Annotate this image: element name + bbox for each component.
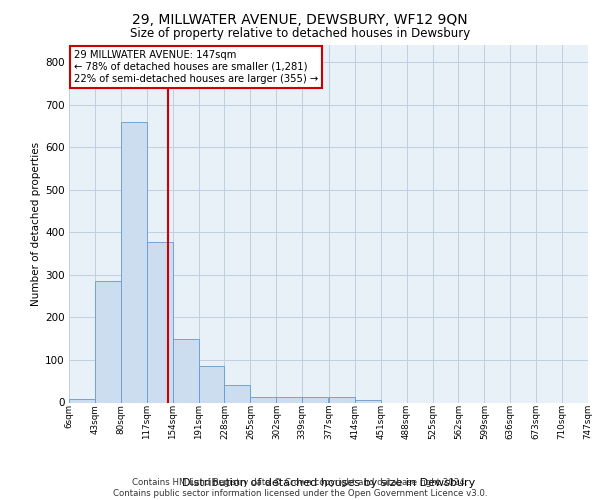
Bar (224, 384, 250, 402)
Bar (69, 399, 95, 402)
Bar (250, 396, 277, 402)
Bar (277, 397, 302, 402)
Text: Contains HM Land Registry data © Crown copyright and database right 2024.
Contai: Contains HM Land Registry data © Crown c… (113, 478, 487, 498)
Bar (302, 398, 328, 402)
Text: 29 MILLWATER AVENUE: 147sqm
← 78% of detached houses are smaller (1,281)
22% of : 29 MILLWATER AVENUE: 147sqm ← 78% of det… (74, 50, 319, 84)
Text: 29, MILLWATER AVENUE, DEWSBURY, WF12 9QN: 29, MILLWATER AVENUE, DEWSBURY, WF12 9QN (132, 12, 468, 26)
Bar (121, 122, 147, 402)
Bar (173, 338, 199, 402)
X-axis label: Distribution of detached houses by size in Dewsbury: Distribution of detached houses by size … (182, 478, 475, 488)
Bar (199, 366, 224, 402)
Bar (95, 281, 121, 402)
Bar (147, 242, 173, 402)
Text: Size of property relative to detached houses in Dewsbury: Size of property relative to detached ho… (130, 28, 470, 40)
Bar (329, 397, 355, 402)
Y-axis label: Number of detached properties: Number of detached properties (31, 142, 41, 306)
Bar (355, 400, 380, 402)
